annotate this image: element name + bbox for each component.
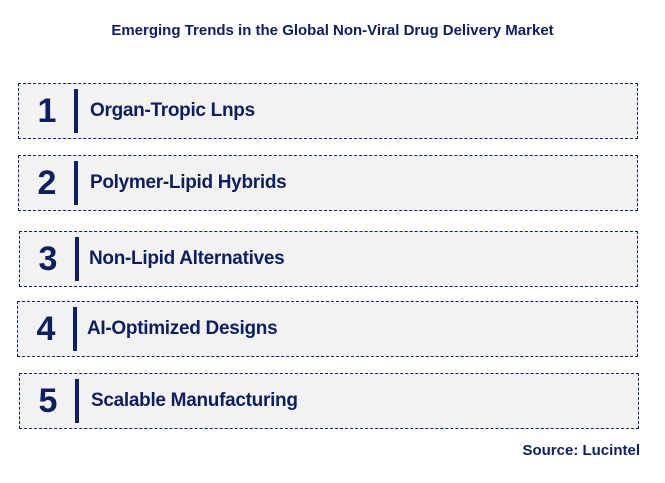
divider — [74, 89, 78, 133]
trend-number: 3 — [38, 239, 58, 278]
divider — [75, 379, 79, 423]
source-label: Source: Lucintel — [522, 442, 640, 459]
divider — [73, 307, 77, 351]
trend-item-2: 2 Polymer-Lipid Hybrids — [18, 155, 638, 211]
trend-item-1: 1 Organ-Tropic Lnps — [18, 83, 638, 139]
trend-label: AI-Optimized Designs — [87, 318, 278, 339]
trend-label: Polymer-Lipid Hybrids — [90, 172, 287, 193]
trend-label: Non-Lipid Alternatives — [89, 248, 285, 269]
trend-item-3: 3 Non-Lipid Alternatives — [19, 231, 638, 287]
divider — [75, 237, 79, 281]
trend-number: 1 — [37, 91, 57, 130]
page-title: Emerging Trends in the Global Non-Viral … — [111, 22, 554, 39]
trend-number: 4 — [36, 309, 56, 348]
divider — [74, 161, 78, 205]
trend-number: 2 — [37, 163, 57, 202]
trend-item-4: 4 AI-Optimized Designs — [17, 301, 638, 357]
trend-label: Organ-Tropic Lnps — [90, 100, 255, 121]
trend-item-5: 5 Scalable Manufacturing — [19, 373, 639, 429]
trend-number: 5 — [38, 381, 58, 420]
trend-label: Scalable Manufacturing — [91, 390, 298, 411]
